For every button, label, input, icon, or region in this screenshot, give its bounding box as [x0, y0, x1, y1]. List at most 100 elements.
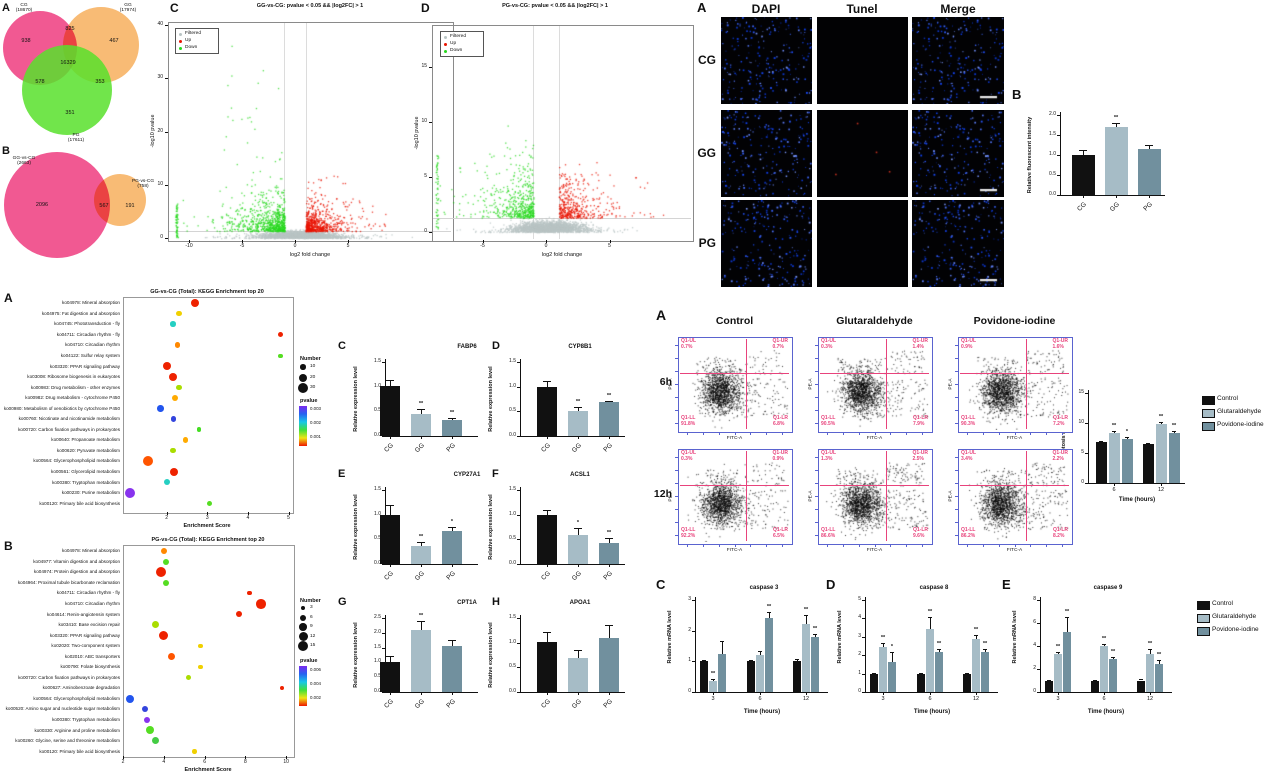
flow-y-tick: [675, 344, 678, 346]
y-tick-label: 0: [1081, 479, 1084, 485]
flow-y-axis-label: PE-A: [948, 490, 954, 502]
y-tick-label: 0: [858, 688, 861, 694]
x-group-tick: [713, 692, 714, 695]
flow-x-tick: [906, 544, 908, 547]
error-bar-line: [451, 527, 453, 531]
flow-row-label: 12h: [653, 488, 672, 500]
error-bar-line: [768, 612, 770, 619]
bar: [963, 673, 971, 692]
flow-x-tick: [702, 544, 704, 547]
bar: [811, 636, 819, 692]
x-axis: [385, 436, 478, 438]
flow-scatter: [959, 450, 1070, 542]
flow-quadrant-hline: [820, 485, 929, 487]
y-tick-label: 1.5: [509, 614, 516, 621]
flow-x-tick: [890, 432, 892, 435]
x-tick-label: -5: [480, 243, 485, 249]
tunel-image-gg-merge: [912, 110, 1004, 197]
bar: [442, 646, 462, 692]
venn-set-label-cg: CG (18670): [16, 3, 33, 14]
venn-count-overlap: 567: [99, 203, 109, 209]
y-tick: [517, 564, 520, 565]
flow-quadrant-hline: [820, 373, 929, 375]
significance-label: **: [1055, 643, 1061, 650]
flow-x-tick: [1046, 432, 1048, 435]
x-axis: [385, 564, 478, 566]
kegg-dot: [176, 384, 182, 391]
legend-pvalue-tick: 0.004: [310, 681, 321, 686]
x-tick: [189, 240, 190, 243]
y-tick-label: 0.5: [374, 673, 381, 680]
panel-letter-tunel: A: [697, 0, 707, 15]
significance-label: **: [1156, 652, 1162, 659]
chart-title: caspase 3: [749, 585, 779, 591]
flow-quadrant-vline: [885, 451, 887, 541]
bar: [879, 646, 887, 692]
y-tick: [692, 630, 695, 632]
x-group-label: 6: [1102, 696, 1106, 702]
error-bar-cap: [890, 651, 894, 653]
flow-y-tick: [815, 370, 818, 372]
legend-pvalue-tick: 0.003: [310, 406, 321, 411]
x-cat-tick: [452, 564, 453, 567]
flow-quadrant-ur: Q1-UR 2.5%: [912, 450, 928, 462]
significance-label: **: [418, 612, 424, 619]
x-group-label: 12: [1146, 696, 1154, 702]
flow-scatter: [679, 338, 790, 430]
flow-x-tick: [734, 432, 736, 435]
flow-quadrant-vline: [1025, 451, 1027, 541]
x-tick: [288, 512, 290, 515]
y-tick-label: 2.0: [374, 628, 381, 635]
panel-letter: E: [338, 468, 346, 480]
error-bar-line: [938, 648, 940, 653]
legend-pvalue-tick: 0.001: [310, 434, 321, 439]
kegg-pathway-label: ko04978: Mineral absorption: [62, 300, 120, 306]
x-group-tick: [1161, 483, 1162, 486]
bar: [380, 514, 400, 564]
x-tick: [166, 512, 168, 515]
significance-label: **: [812, 625, 818, 632]
error-bar-line: [389, 656, 391, 663]
kegg-dot: [247, 590, 252, 596]
error-bar-line: [891, 651, 893, 662]
flow-x-tick: [1014, 544, 1016, 547]
y-tick-label: 1: [688, 657, 691, 664]
panel-letter: B: [1012, 87, 1022, 102]
y-tick-label: 20: [157, 127, 163, 134]
flow-x-tick: [921, 432, 923, 435]
significance-label: *: [450, 519, 454, 526]
y-tick-label: 1.5: [374, 358, 381, 365]
kegg-pathway-label: ko00982: Drug metabolism - cytochrome P4…: [25, 395, 120, 401]
y-tick-label: 10: [157, 180, 163, 187]
x-tick: [245, 756, 247, 759]
kegg-dot: [170, 416, 177, 422]
x-cat-tick: [1116, 195, 1117, 198]
panel-letter-venn-b: B: [2, 145, 10, 157]
panel-letter: D: [492, 340, 500, 352]
bar: [1137, 680, 1145, 692]
bar: [1121, 438, 1133, 483]
error-bar-line: [712, 678, 714, 682]
kegg-dot: [277, 332, 283, 338]
significance-label: **: [418, 533, 424, 540]
significance-label: **: [927, 608, 933, 615]
x-cat-tick: [547, 436, 548, 439]
y-tick: [165, 78, 168, 80]
y-axis-label: -log10 pvalue: [149, 114, 156, 148]
x-group-tick: [806, 692, 807, 695]
tunel-image-pg-dapi: [721, 200, 812, 287]
bar: [1146, 654, 1154, 692]
kegg-pathway-label: ko00983: Drug metabolism - other enzymes: [30, 384, 120, 390]
panel-letter: D: [421, 1, 430, 15]
error-bar-line: [546, 380, 548, 387]
tunel-col-header: DAPI: [751, 2, 781, 16]
legend-pvalue-gradient: [299, 666, 307, 706]
x-tick: [242, 240, 243, 243]
x-axis: [695, 692, 828, 694]
y-tick: [382, 564, 385, 565]
flow-quadrant-hline: [680, 373, 789, 375]
flow-y-axis-label: PE-A: [668, 490, 674, 502]
tunel-image-cg-tunel: [817, 17, 908, 104]
x-group-label: 3: [1056, 696, 1060, 702]
y-tick: [862, 618, 865, 620]
